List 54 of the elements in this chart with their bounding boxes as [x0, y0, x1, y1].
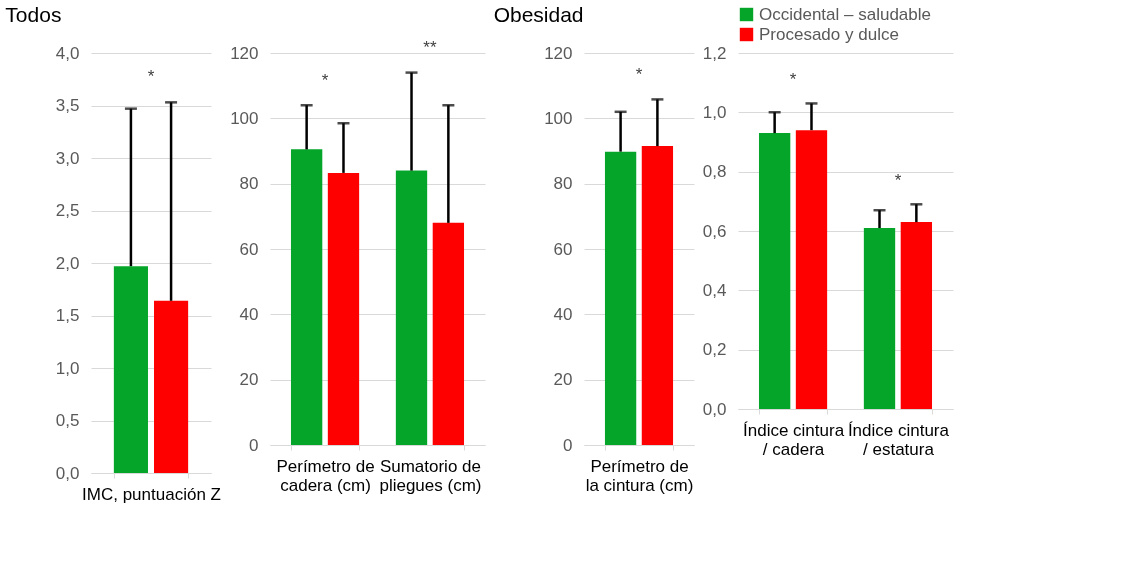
- y-tick-label: 60: [239, 239, 259, 259]
- y-tick-label: 1,0: [702, 102, 727, 122]
- x-tick-label: Índice cintura / estatura: [847, 420, 950, 459]
- annotation: *: [789, 70, 797, 90]
- y-tick-label: 0,2: [702, 340, 727, 360]
- x-tick-label: Sumatorio de pliegues (cm): [379, 456, 482, 495]
- y-tick-label: 0,8: [702, 162, 727, 182]
- y-tick-label: 20: [239, 370, 259, 390]
- x-tick-label: Perímetro de la cintura (cm): [585, 456, 694, 495]
- y-tick-label: 2,5: [55, 201, 80, 220]
- y-tick-label: 1,5: [55, 306, 80, 325]
- y-tick-label: 3,0: [55, 148, 80, 168]
- y-tick-label: 20: [553, 370, 573, 390]
- bar: [795, 130, 828, 409]
- annotation: *: [321, 70, 329, 90]
- y-tick-label: 4,0: [55, 43, 80, 63]
- annotation: *: [894, 171, 902, 191]
- y-tick-label: 80: [553, 174, 573, 194]
- y-tick-label: 0,4: [702, 280, 727, 300]
- y-tick-label: 80: [239, 174, 259, 194]
- y-tick-label: 40: [239, 304, 259, 324]
- x-tick-label: Índice cintura / cadera: [743, 420, 845, 459]
- legend-label: Procesado y dulce: [759, 24, 899, 44]
- y-tick-label: 120: [544, 43, 573, 63]
- x-tick-label: IMC, puntuación Z: [82, 484, 221, 504]
- y-tick-label: 60: [553, 239, 573, 259]
- bar: [863, 228, 896, 409]
- annotation: **: [423, 37, 437, 57]
- y-tick-label: 40: [553, 304, 573, 324]
- bar: [395, 170, 428, 445]
- y-tick-label: 2,0: [55, 253, 80, 273]
- legend-label: Occidental – saludable: [759, 4, 932, 24]
- y-tick-label: 0,0: [702, 399, 727, 419]
- y-tick-label: 100: [544, 108, 573, 128]
- bar: [327, 172, 360, 445]
- y-tick-label: 120: [230, 43, 259, 63]
- bar: [432, 222, 465, 445]
- y-tick-label: 0: [249, 435, 259, 455]
- annotation: *: [635, 64, 643, 84]
- y-tick-label: 0: [563, 435, 573, 455]
- y-tick-label: 1,2: [702, 43, 727, 63]
- y-tick-label: 0,6: [702, 221, 727, 241]
- y-tick-label: 100: [230, 108, 259, 128]
- y-tick-label: 0,0: [55, 463, 80, 483]
- annotation: *: [147, 66, 155, 86]
- bar: [900, 222, 933, 409]
- x-tick-label: Perímetro de cadera (cm): [276, 456, 375, 495]
- y-tick-label: 0,5: [55, 411, 80, 430]
- chart-title: Obesidad: [493, 3, 584, 26]
- chart-title: Todos: [5, 3, 62, 26]
- y-tick-label: 3,5: [55, 96, 80, 115]
- bar: [758, 133, 791, 409]
- bar: [290, 149, 323, 445]
- y-tick-label: 1,0: [55, 358, 80, 378]
